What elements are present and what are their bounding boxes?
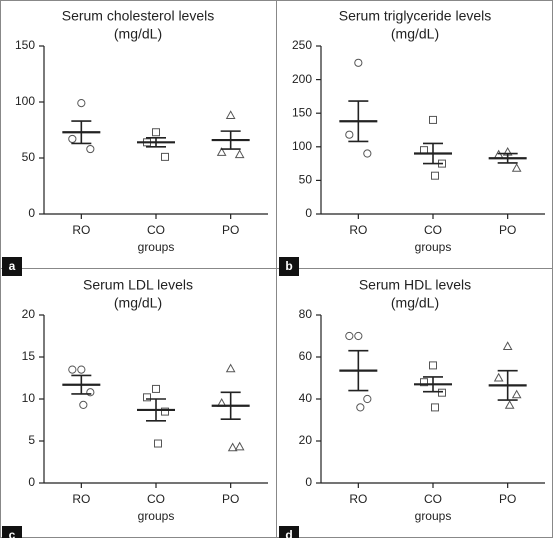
data-point bbox=[77, 365, 86, 374]
data-point bbox=[420, 378, 428, 387]
data-point bbox=[363, 394, 372, 404]
x-axis-label: groups bbox=[415, 240, 452, 254]
y-tick-label: 5 bbox=[28, 433, 35, 447]
y-tick-label: 0 bbox=[28, 475, 35, 489]
data-point bbox=[79, 400, 88, 409]
y-tick-label: 50 bbox=[22, 150, 36, 164]
chart-title: Serum triglyceride levels bbox=[339, 8, 492, 24]
data-point bbox=[504, 400, 515, 409]
data-point bbox=[502, 341, 513, 350]
y-tick-label: 60 bbox=[299, 349, 313, 363]
chart-subtitle: (mg/dL) bbox=[114, 26, 162, 42]
data-point bbox=[68, 365, 77, 374]
data-point bbox=[511, 163, 522, 172]
y-tick-label: 20 bbox=[22, 307, 36, 321]
data-point bbox=[234, 149, 245, 159]
x-axis-label: groups bbox=[415, 509, 452, 523]
x-tick-label: RO bbox=[349, 492, 367, 506]
data-point bbox=[354, 331, 363, 341]
panel-label-box bbox=[2, 257, 22, 276]
y-tick-label: 0 bbox=[28, 206, 35, 220]
data-point bbox=[86, 388, 95, 397]
x-tick-label: PO bbox=[222, 492, 239, 506]
data-point bbox=[225, 363, 236, 373]
data-point bbox=[68, 134, 77, 144]
panel-label: c bbox=[9, 528, 16, 538]
data-point bbox=[143, 393, 151, 402]
panel-label: b bbox=[285, 259, 292, 273]
data-point bbox=[354, 58, 363, 67]
chart-subtitle: (mg/dL) bbox=[391, 295, 439, 311]
y-tick-label: 150 bbox=[15, 38, 35, 52]
data-point bbox=[234, 441, 245, 451]
chart-title: Serum HDL levels bbox=[359, 277, 471, 293]
y-tick-label: 20 bbox=[299, 433, 313, 447]
data-point bbox=[161, 152, 169, 161]
x-axis-label: groups bbox=[138, 240, 175, 254]
data-point bbox=[356, 403, 365, 412]
x-tick-label: RO bbox=[72, 492, 90, 506]
chart-title: Serum cholesterol levels bbox=[62, 8, 215, 24]
x-axis-label: groups bbox=[138, 509, 175, 523]
x-tick-label: PO bbox=[222, 223, 239, 237]
y-tick-label: 0 bbox=[305, 475, 312, 489]
data-point bbox=[77, 99, 86, 108]
data-point bbox=[154, 439, 162, 448]
panel-label-box bbox=[279, 257, 299, 276]
data-point bbox=[216, 147, 227, 156]
y-tick-label: 10 bbox=[22, 391, 36, 405]
data-point bbox=[493, 372, 504, 382]
data-point bbox=[225, 110, 236, 119]
data-point bbox=[431, 171, 439, 180]
data-point bbox=[152, 128, 160, 137]
x-tick-label: RO bbox=[349, 223, 367, 237]
y-tick-label: 80 bbox=[299, 307, 313, 321]
y-tick-label: 100 bbox=[15, 94, 35, 108]
data-point bbox=[86, 144, 95, 154]
y-tick-label: 250 bbox=[292, 38, 312, 52]
x-tick-label: PO bbox=[499, 223, 516, 237]
data-point bbox=[429, 115, 437, 124]
data-point bbox=[429, 361, 437, 370]
y-tick-label: 0 bbox=[305, 206, 312, 220]
data-point bbox=[431, 403, 439, 412]
data-point bbox=[227, 442, 238, 452]
y-tick-label: 50 bbox=[299, 173, 313, 187]
panel-label: d bbox=[285, 528, 292, 538]
data-point bbox=[345, 130, 354, 139]
x-tick-label: CO bbox=[147, 492, 165, 506]
data-point bbox=[511, 389, 522, 399]
x-tick-label: PO bbox=[499, 492, 516, 506]
chart-title: Serum LDL levels bbox=[83, 277, 193, 293]
data-point bbox=[438, 388, 446, 397]
panel-label: a bbox=[9, 259, 16, 273]
y-tick-label: 40 bbox=[299, 391, 313, 405]
x-tick-label: CO bbox=[424, 223, 442, 237]
chart-subtitle: (mg/dL) bbox=[391, 26, 439, 42]
y-tick-label: 15 bbox=[22, 349, 36, 363]
x-tick-label: RO bbox=[72, 223, 90, 237]
x-tick-label: CO bbox=[424, 492, 442, 506]
data-point bbox=[363, 149, 372, 158]
y-tick-label: 150 bbox=[292, 105, 312, 119]
chart-subtitle: (mg/dL) bbox=[114, 295, 162, 311]
data-point bbox=[345, 331, 354, 341]
data-point bbox=[152, 384, 160, 393]
y-tick-label: 100 bbox=[292, 139, 312, 153]
x-tick-label: CO bbox=[147, 223, 165, 237]
data-point bbox=[161, 407, 169, 416]
y-tick-label: 200 bbox=[292, 72, 312, 86]
